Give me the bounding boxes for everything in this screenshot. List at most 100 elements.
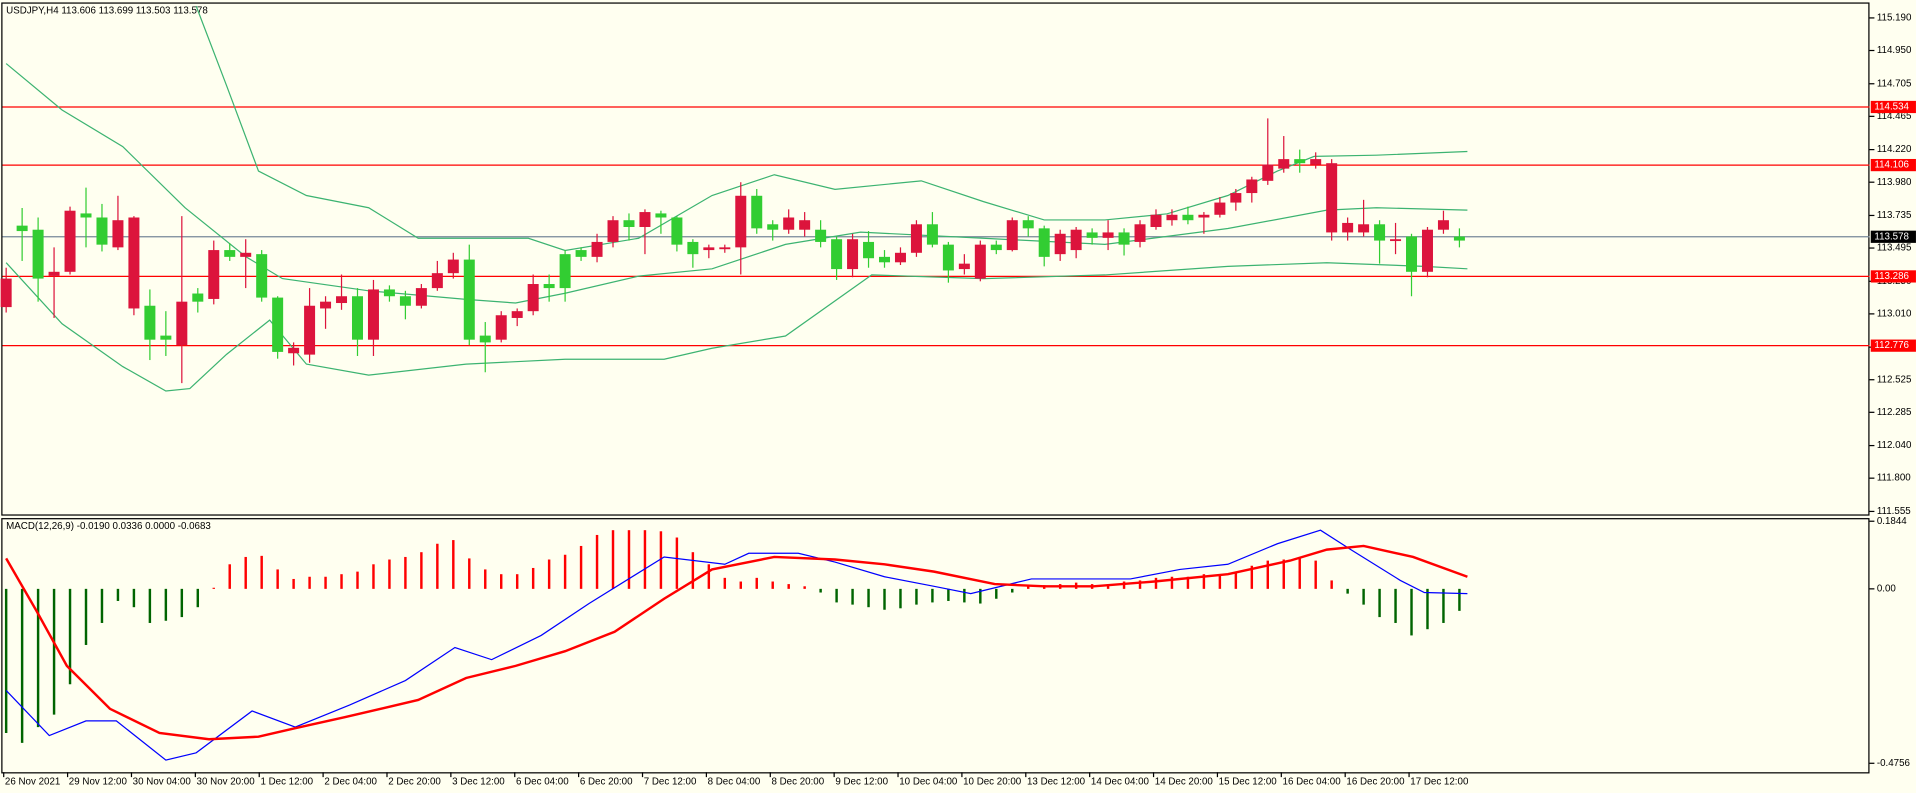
level-label: 112.776	[1874, 340, 1909, 351]
candle-body	[112, 220, 124, 248]
candle-body	[176, 301, 188, 346]
x-tick-label: 13 Dec 12:00	[1027, 777, 1086, 788]
candle-body	[703, 247, 715, 251]
candle-body	[1150, 214, 1162, 227]
candle-body	[751, 195, 763, 229]
x-tick-label: 10 Dec 04:00	[899, 777, 958, 788]
candle-body	[783, 217, 795, 230]
candle-body	[240, 252, 252, 257]
candle-body	[479, 335, 491, 343]
y-tick-label: 0.00	[1877, 583, 1897, 594]
y-tick-label: 115.190	[1877, 12, 1912, 23]
x-tick-label: 30 Nov 20:00	[197, 777, 256, 788]
candle-body	[1198, 214, 1210, 218]
indicator-line	[5, 262, 1468, 392]
candle-body	[1070, 229, 1082, 251]
candle-body	[128, 217, 140, 309]
indicator-line	[195, 5, 1468, 252]
candle-body	[80, 213, 92, 218]
candle-body	[607, 220, 619, 242]
y-tick-label: 113.735	[1877, 210, 1912, 221]
candle-body	[831, 239, 843, 270]
macd-pane-frame	[1, 518, 1870, 774]
candle-body	[256, 254, 268, 298]
candle-body	[942, 244, 954, 271]
candle-body	[1246, 179, 1258, 194]
candle-body	[1038, 228, 1050, 257]
candle-body	[208, 250, 220, 299]
level-label-box	[1870, 158, 1916, 172]
candle-body	[623, 220, 635, 227]
y-tick-label: 114.465	[1877, 111, 1912, 122]
x-tick-label: 6 Dec 20:00	[580, 777, 633, 788]
y-tick-label: 111.555	[1877, 506, 1911, 517]
y-tick-label: -0.4756	[1877, 758, 1910, 769]
y-tick-label: 114.220	[1877, 144, 1912, 155]
x-tick-label: 7 Dec 12:00	[644, 777, 697, 788]
candle-body	[974, 244, 986, 279]
candle-body	[1310, 159, 1322, 165]
candle-body	[1437, 220, 1449, 230]
candle-body	[1342, 222, 1354, 233]
candle-body	[160, 335, 172, 340]
candle-body	[1054, 233, 1066, 255]
candle-body	[879, 256, 891, 263]
candle-body	[847, 239, 859, 270]
x-tick-label: 14 Dec 20:00	[1155, 777, 1214, 788]
level-label-box	[1870, 339, 1916, 352]
x-tick-label: 1 Dec 12:00	[260, 777, 313, 788]
last-price-box	[1870, 230, 1916, 243]
candle-body	[559, 254, 571, 289]
candle-body	[0, 278, 12, 308]
candle-body	[32, 229, 44, 279]
candle-body	[1006, 220, 1018, 251]
candle-body	[575, 250, 587, 257]
price-pane-frame	[1, 2, 1870, 516]
x-tick-label: 14 Dec 04:00	[1091, 777, 1150, 788]
candle-body	[511, 311, 523, 318]
y-tick-label: 113.980	[1877, 177, 1912, 188]
candle-body	[96, 217, 108, 245]
candle-body	[1406, 236, 1418, 272]
y-tick-label: 114.705	[1877, 78, 1912, 89]
x-tick-label: 6 Dec 04:00	[516, 777, 569, 788]
x-tick-label: 8 Dec 04:00	[708, 777, 761, 788]
y-tick-label: 0.1844	[1877, 516, 1907, 527]
level-label: 114.106	[1874, 160, 1909, 171]
candle-body	[336, 296, 348, 304]
candle-body	[224, 250, 236, 257]
x-tick-label: 16 Dec 20:00	[1346, 777, 1405, 788]
last-price-label: 113.578	[1874, 231, 1909, 242]
candle-body	[1453, 236, 1465, 241]
candle-body	[431, 273, 443, 289]
candle-body	[958, 263, 970, 270]
level-label: 114.534	[1874, 102, 1909, 113]
x-tick-label: 16 Dec 04:00	[1283, 777, 1342, 788]
x-tick-label: 15 Dec 12:00	[1219, 777, 1278, 788]
candle-body	[192, 293, 204, 302]
candle-body	[367, 289, 379, 340]
y-tick-label: 112.040	[1877, 440, 1912, 451]
candle-body	[527, 284, 539, 312]
candle-body	[543, 284, 555, 289]
candle-body	[351, 296, 363, 340]
candle-body	[799, 220, 811, 230]
candle-body	[495, 315, 507, 340]
candle-body	[1358, 224, 1370, 233]
candle-body	[1390, 239, 1402, 242]
candle-body	[1278, 159, 1290, 169]
candle-body	[863, 241, 875, 259]
candle-body	[1374, 224, 1386, 241]
y-tick-label: 113.010	[1877, 308, 1912, 319]
x-tick-label: 30 Nov 04:00	[133, 777, 192, 788]
candle-body	[1086, 232, 1098, 238]
x-tick-label: 9 Dec 12:00	[835, 777, 888, 788]
y-tick-label: 112.285	[1877, 407, 1912, 418]
candle-body	[447, 259, 459, 274]
candle-body	[894, 252, 906, 263]
candle-body	[16, 225, 28, 232]
indicator-line	[5, 544, 1468, 741]
candle-body	[1262, 164, 1274, 181]
candle-body	[64, 210, 76, 272]
